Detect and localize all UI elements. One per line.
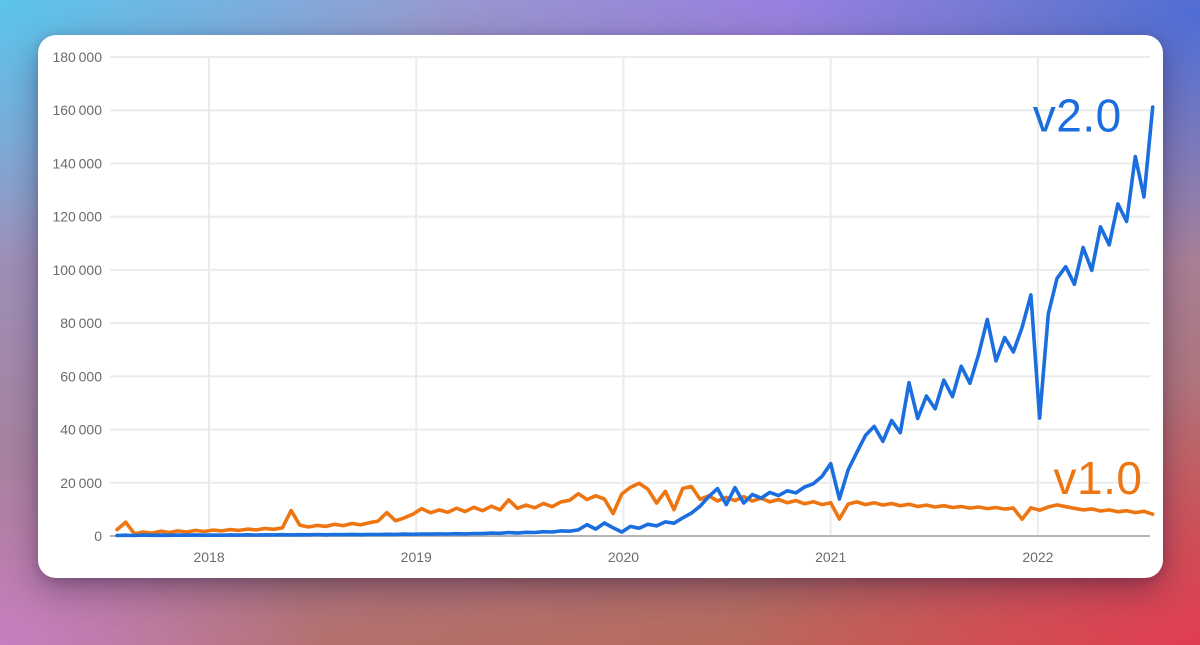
x-tick-label: 2018 <box>193 549 224 565</box>
y-tick-label: 40 000 <box>60 422 102 438</box>
series-label-v1-0: v1.0 <box>1054 452 1143 504</box>
y-tick-label: 100 000 <box>52 262 102 278</box>
x-tick-label: 2022 <box>1022 549 1053 565</box>
y-tick-label: 60 000 <box>60 368 102 384</box>
trend-chart: 0 20 000 40 000 60 000 80 000 100 000 120 000 1… <box>52 49 1155 565</box>
x-tick-label: 2020 <box>608 549 639 565</box>
x-tick-label: 2021 <box>815 549 846 565</box>
series-label-v2-0: v2.0 <box>1033 90 1122 142</box>
series-line-v1-0 <box>115 481 1155 536</box>
y-tick-label: 180 000 <box>52 49 102 65</box>
y-tick-label: 160 000 <box>52 102 102 118</box>
chart-card: 0 20 000 40 000 60 000 80 000 100 000 120 000 1… <box>38 35 1163 578</box>
y-tick-label: 0 <box>94 528 102 544</box>
y-tick-label: 20 000 <box>60 475 102 491</box>
y-tick-label: 120 000 <box>52 209 102 225</box>
y-tick-label: 140 000 <box>52 155 102 171</box>
y-tick-label: 80 000 <box>60 315 102 331</box>
series-line-v2-0 <box>115 105 1155 538</box>
x-tick-label: 2019 <box>401 549 432 565</box>
